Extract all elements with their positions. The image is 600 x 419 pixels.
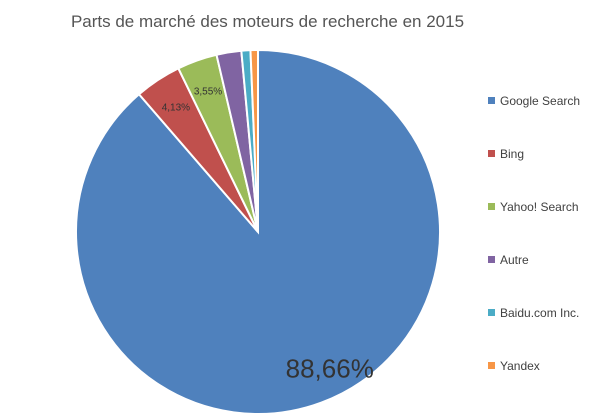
legend-item-yandex: Yandex: [488, 339, 580, 392]
data-label-yahoo-search: 3,55%: [194, 86, 222, 97]
legend-label: Bing: [500, 146, 525, 161]
legend-label: Yandex: [500, 358, 540, 373]
legend-item-yahoo-search: Yahoo! Search: [488, 180, 580, 233]
legend-swatch: [488, 150, 495, 157]
chart-legend: Google Search Bing Yahoo! Search Autre Baidu…: [488, 74, 580, 392]
legend-label: Baidu.com Inc.: [500, 305, 580, 320]
legend-label: Yahoo! Search: [500, 199, 579, 214]
legend-label: Google Search: [500, 93, 581, 108]
legend-item-baidu-com-inc: Baidu.com Inc.: [488, 286, 580, 339]
legend-swatch: [488, 256, 495, 263]
chart-title: Parts de marché des moteurs de recherche…: [70, 12, 465, 31]
pie-slice-yandex: [249, 48, 259, 233]
legend-label: Autre: [500, 252, 529, 267]
data-label-google-search: 88,66%: [286, 353, 374, 383]
legend-swatch: [488, 203, 495, 210]
legend-item-google-search: Google Search: [488, 74, 580, 127]
legend-swatch: [488, 362, 495, 369]
legend-item-autre: Autre: [488, 233, 580, 286]
data-label-bing: 4,13%: [162, 102, 190, 113]
legend-swatch: [488, 97, 495, 104]
legend-swatch: [488, 309, 495, 316]
legend-item-bing: Bing: [488, 127, 580, 180]
